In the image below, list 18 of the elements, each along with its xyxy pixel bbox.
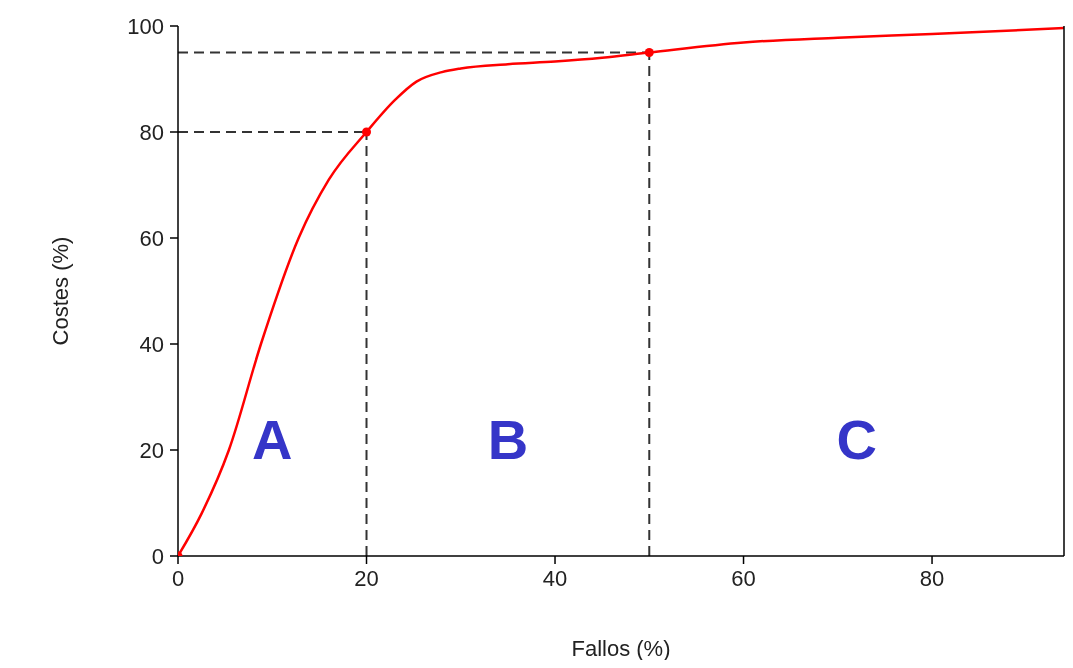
point [362, 127, 372, 137]
annotation: B [487, 408, 529, 472]
x-tick-label: 80 [919, 565, 945, 591]
y-tick-label: 40 [139, 331, 164, 357]
y-tick-label: 0 [151, 543, 164, 569]
y-tick-label: 60 [139, 225, 164, 251]
x-tick-label: 60 [731, 565, 756, 591]
x-tick-label: 20 [354, 565, 379, 591]
y-tick-label: 100 [127, 13, 164, 39]
x-tick-label: 40 [542, 565, 568, 591]
x-tick-label: 0 [171, 565, 185, 591]
x-axis-title: Fallos (%) [571, 636, 671, 661]
point [644, 47, 654, 58]
annotation: A [252, 408, 293, 472]
y-axis-title: Costes (%) [47, 236, 73, 346]
y-tick-label: 80 [139, 119, 164, 145]
annotation: C [836, 408, 877, 472]
y-tick-label: 20 [139, 437, 164, 463]
